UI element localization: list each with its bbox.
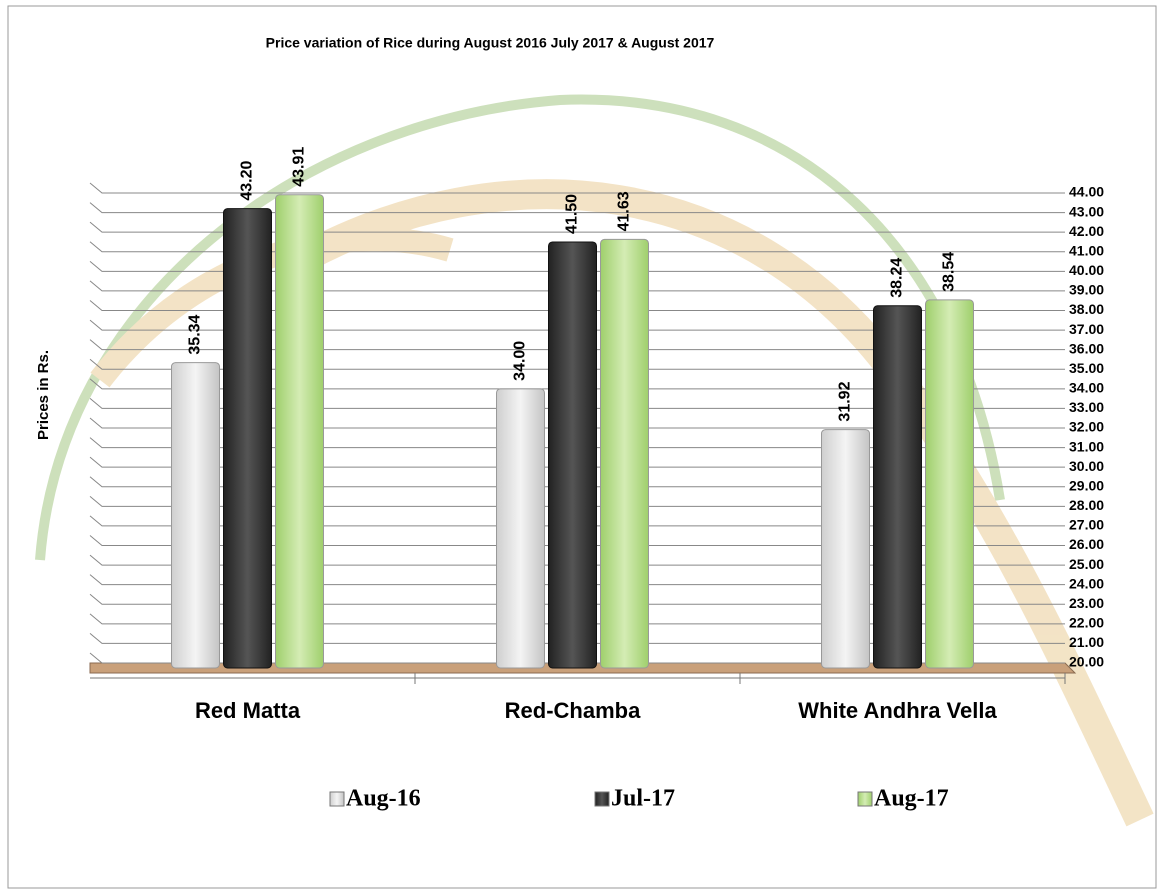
grid-line	[89, 417, 1065, 429]
y-tick-label: 27.00	[1069, 517, 1104, 533]
value-label: 43.91	[291, 147, 308, 187]
y-tick-label: 28.00	[1069, 497, 1104, 513]
grid-line	[89, 300, 1065, 311]
grid-line	[89, 613, 1065, 625]
y-tick-label: 21.00	[1069, 634, 1104, 650]
chart-title: Price variation of Rice during August 20…	[266, 35, 715, 51]
y-tick-label: 40.00	[1069, 262, 1104, 278]
grid-line	[89, 593, 1065, 605]
legend-swatch	[857, 791, 873, 807]
frame	[7, 5, 1157, 889]
y-tick-label: 25.00	[1069, 556, 1104, 572]
legend-swatch	[594, 791, 610, 807]
bar	[223, 208, 272, 669]
y-tick-label: 31.00	[1069, 438, 1104, 454]
y-tick-label: 43.00	[1069, 203, 1104, 219]
grid-line	[89, 358, 1065, 370]
value-label: 43.20	[239, 161, 256, 201]
y-tick-label: 34.00	[1069, 380, 1104, 396]
y-tick-label: 41.00	[1069, 242, 1104, 258]
y-tick-label: 32.00	[1069, 419, 1104, 435]
grid-line	[89, 260, 1065, 272]
y-tick-label: 30.00	[1069, 458, 1104, 474]
grid-line	[89, 182, 1065, 194]
value-label: 38.24	[889, 258, 906, 298]
value-label: 31.92	[837, 381, 854, 421]
bar	[925, 299, 974, 669]
y-tick-label: 38.00	[1069, 301, 1104, 317]
bar	[821, 429, 870, 669]
grid-line	[89, 202, 1065, 214]
y-tick-label: 37.00	[1069, 321, 1104, 337]
grid-line	[89, 456, 1065, 468]
y-tick-label: 42.00	[1069, 223, 1104, 239]
grid-line	[89, 652, 1065, 664]
grid-line	[89, 378, 1065, 390]
grid-line	[89, 515, 1065, 527]
grid-line	[89, 398, 1065, 409]
grid-line	[89, 535, 1065, 546]
grid-line	[89, 495, 1065, 507]
value-label: 34.00	[512, 341, 529, 381]
bar	[275, 194, 324, 669]
bar	[873, 305, 922, 669]
bar	[496, 388, 545, 669]
value-label: 38.54	[941, 252, 958, 292]
bar	[171, 362, 220, 669]
bar	[548, 241, 597, 669]
value-label: 35.34	[187, 314, 204, 354]
grid-line	[89, 633, 1065, 644]
y-tick-label: 36.00	[1069, 340, 1104, 356]
grid-line	[89, 280, 1065, 292]
legend-label: Aug-16	[346, 786, 421, 812]
grid-line	[89, 241, 1065, 253]
y-tick-label: 33.00	[1069, 399, 1104, 415]
value-label: 41.50	[564, 194, 581, 234]
legend-label: Aug-17	[874, 786, 949, 812]
value-label: 41.63	[616, 191, 633, 231]
y-tick-label: 20.00	[1069, 654, 1104, 670]
grid-line	[89, 476, 1065, 488]
grid-line	[89, 319, 1065, 331]
legend-label: Jul-17	[611, 786, 675, 812]
grid-line	[89, 574, 1065, 586]
grid-line	[89, 437, 1065, 449]
y-tick-label: 26.00	[1069, 536, 1104, 552]
x-tick-label: Red Matta	[195, 698, 301, 723]
grid-line	[89, 339, 1065, 351]
x-tick-label: Red-Chamba	[505, 698, 641, 723]
legend-swatch	[329, 791, 345, 807]
y-tick-label: 39.00	[1069, 282, 1104, 298]
y-tick-label: 29.00	[1069, 477, 1104, 493]
y-tick-label: 22.00	[1069, 615, 1104, 631]
y-tick-label: 35.00	[1069, 360, 1104, 376]
y-tick-label: 24.00	[1069, 575, 1104, 591]
grid-line	[89, 554, 1065, 566]
grid-line	[89, 221, 1065, 233]
y-axis-label: Prices in Rs.	[35, 350, 52, 440]
y-tick-label: 44.00	[1069, 184, 1104, 200]
bar	[600, 238, 649, 669]
y-tick-label: 23.00	[1069, 595, 1104, 611]
x-tick-label: White Andhra Vella	[798, 698, 997, 723]
